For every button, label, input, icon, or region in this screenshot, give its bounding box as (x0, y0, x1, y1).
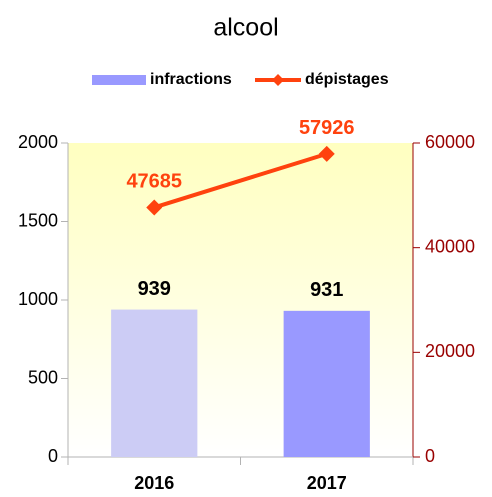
y-tick-label: 0 (48, 446, 58, 466)
y-tick-label: 2000 (18, 132, 58, 152)
y2-tick-label: 40000 (425, 236, 475, 256)
legend-label: dépistages (305, 71, 389, 88)
y-tick-label: 1000 (18, 289, 58, 309)
legend-marker (272, 74, 284, 86)
bar (283, 310, 370, 457)
y-tick-label: 1500 (18, 210, 58, 230)
chart-title: alcool (213, 14, 278, 42)
y2-tick-label: 0 (425, 446, 435, 466)
line (153, 151, 328, 210)
data-label: 57926 (299, 117, 355, 139)
y-tick-label: 500 (28, 367, 58, 387)
x-tick-label: 2017 (307, 473, 347, 493)
marker (146, 199, 163, 216)
x-tick-label: 2016 (134, 473, 174, 493)
y2-tick-label: 60000 (425, 132, 475, 152)
legend-swatch (92, 75, 146, 85)
legend-label: infractions (150, 71, 232, 88)
data-label: 931 (310, 279, 343, 301)
y2-tick-label: 20000 (425, 341, 475, 361)
data-label: 47685 (126, 171, 182, 193)
bar (111, 309, 198, 457)
data-label: 939 (138, 278, 171, 300)
marker (318, 145, 335, 162)
